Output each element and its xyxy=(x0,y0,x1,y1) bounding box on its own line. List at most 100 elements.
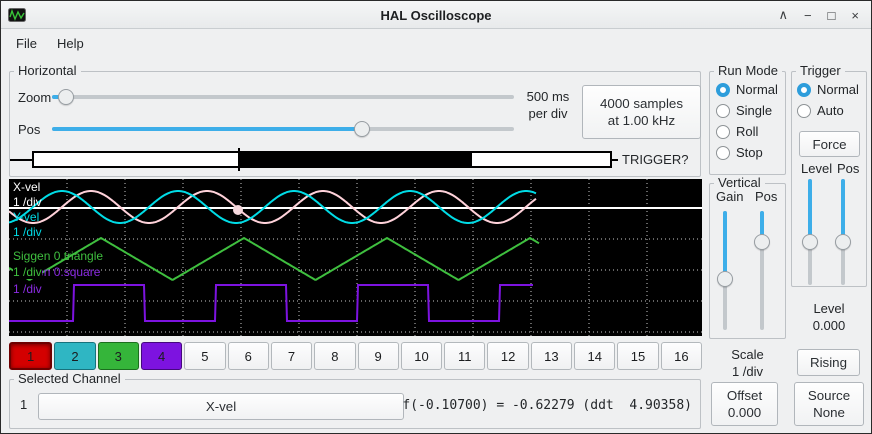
trigger-pos-slider-handle[interactable] xyxy=(835,233,851,250)
vertical-pos-slider-handle[interactable] xyxy=(754,233,770,250)
offset-button[interactable]: Offset 0.000 xyxy=(711,382,778,426)
vertical-group: Vertical Gain Pos xyxy=(709,175,786,339)
title-bar: HAL Oscilloscope ∧ − □ × xyxy=(1,1,871,29)
zoom-slider[interactable] xyxy=(52,88,514,106)
horizontal-group-title: Horizontal xyxy=(14,63,81,78)
zoom-slider-groove xyxy=(52,95,514,99)
vertical-pos-label: Pos xyxy=(755,189,778,204)
app-icon xyxy=(8,6,26,27)
zoom-label: Zoom xyxy=(18,90,52,105)
trigger-group-title: Trigger xyxy=(796,63,845,78)
vertical-pos-slider[interactable] xyxy=(753,211,771,330)
selected-channel-value-readout: f(-0.10700) = -0.62279 (ddt 4.90358) xyxy=(402,398,692,413)
channel-button[interactable]: 16 xyxy=(660,342,702,370)
samples-rate-button[interactable]: 4000 samples at 1.00 kHz xyxy=(582,85,701,139)
trigger-radio-normal[interactable]: Normal xyxy=(797,82,859,97)
radio-icon xyxy=(716,145,730,160)
window-controls: ∧ − □ × xyxy=(778,1,859,29)
trigger-edge-button[interactable]: Rising xyxy=(797,349,860,376)
trigger-pos-slider-groove xyxy=(841,179,845,285)
run-mode-radio-stop[interactable]: Stop xyxy=(716,145,763,160)
radio-icon xyxy=(797,82,811,97)
window-title: HAL Oscilloscope xyxy=(380,7,492,23)
waveform-siggen-triangle-wave xyxy=(8,236,540,281)
channel-button[interactable]: 5 xyxy=(184,342,226,370)
channel-button[interactable]: 14 xyxy=(574,342,616,370)
channel-button[interactable]: 10 xyxy=(400,342,443,370)
scope-canvas xyxy=(8,179,702,336)
channel-button[interactable]: 13 xyxy=(530,342,573,370)
trigger-position-cursor[interactable] xyxy=(238,148,240,171)
gain-slider[interactable] xyxy=(716,211,734,330)
waveform-y-vel-wave xyxy=(8,190,537,224)
vertical-pos-slider-groove xyxy=(760,211,764,330)
trigger-level-slider[interactable] xyxy=(801,179,819,285)
channel-button[interactable]: 7 xyxy=(270,342,313,370)
trigger-level-label: Level xyxy=(801,161,833,176)
gain-slider-groove xyxy=(723,211,727,330)
run-mode-radio-single[interactable]: Single xyxy=(716,103,772,118)
radio-icon xyxy=(716,82,730,97)
run-mode-group-title: Run Mode xyxy=(714,63,782,78)
maximize-icon[interactable]: □ xyxy=(827,7,836,23)
waveform-x-vel-wave xyxy=(8,190,537,224)
channel-button[interactable]: 15 xyxy=(617,342,659,370)
menu-help[interactable]: Help xyxy=(56,35,84,51)
channel-button[interactable]: 4 xyxy=(140,342,183,370)
channel-button[interactable]: 9 xyxy=(357,342,399,370)
waveform-siggen-square-wave xyxy=(9,284,533,322)
scale-readout: Scale 1 /div xyxy=(731,347,764,379)
acquisition-filled-region xyxy=(239,153,472,166)
channel-button[interactable]: 1 xyxy=(9,342,53,370)
trigger-level-slider-groove xyxy=(808,179,812,285)
trigger-radio-auto[interactable]: Auto xyxy=(797,103,844,118)
menu-file[interactable]: File xyxy=(16,35,37,51)
selected-channel-name-button[interactable]: X-vel xyxy=(38,393,404,420)
horizontal-group: Horizontal Zoom 500 ms per div 4000 samp… xyxy=(9,63,701,177)
force-button[interactable]: Force xyxy=(799,131,860,157)
vertical-group-title: Vertical xyxy=(714,175,765,190)
selected-channel-group: Selected Channel 1 X-vel f(-0.10700) = -… xyxy=(9,371,701,429)
pos-label: Pos xyxy=(18,122,41,137)
trigger-level-slider-handle[interactable] xyxy=(802,233,818,250)
channel-button[interactable]: 2 xyxy=(54,342,96,370)
run-mode-radio-roll[interactable]: Roll xyxy=(716,124,758,139)
trigger-pos-label: Pos xyxy=(837,161,860,176)
close-icon[interactable]: × xyxy=(851,7,859,23)
scope-label-channel-name: Y-vel xyxy=(13,210,40,224)
channel-button-row: 1 2 3 4 5 6 7 8 9 10 11 12 13 14 15 16 xyxy=(9,342,702,370)
menu-bar: File Help xyxy=(1,30,871,56)
run-mode-radio-normal[interactable]: Normal xyxy=(716,82,778,97)
scope-label-channel-div: 1 /div xyxy=(13,225,42,239)
selected-channel-group-title: Selected Channel xyxy=(14,371,125,386)
channel-button[interactable]: 12 xyxy=(487,342,529,370)
scope-display: X-vel 1 /div Y-vel 1 /div Siggen 0.trian… xyxy=(8,179,702,336)
trigger-question-label: TRIGGER? xyxy=(622,152,689,167)
trigger-source-button[interactable]: Source None xyxy=(794,382,864,426)
minimize-icon[interactable]: − xyxy=(803,7,812,23)
pos-slider-groove xyxy=(52,127,514,131)
scope-label-channel-div: 1 /div xyxy=(13,265,42,279)
scope-label-channel-name: X-vel xyxy=(13,180,41,194)
run-mode-group: Run Mode Normal Single Roll Stop xyxy=(709,63,786,175)
radio-icon xyxy=(716,124,730,139)
gain-label: Gain xyxy=(716,189,744,204)
radio-icon xyxy=(797,103,811,118)
channel-button[interactable]: 6 xyxy=(227,342,269,370)
per-div-readout: 500 ms per div xyxy=(526,89,570,121)
pos-slider[interactable] xyxy=(52,120,514,138)
scope-label-channel-div: 1 /div xyxy=(13,195,42,209)
trigger-level-readout: Level 0.000 xyxy=(812,301,846,333)
trigger-marker-dot[interactable] xyxy=(233,205,243,215)
gain-slider-handle[interactable] xyxy=(717,270,733,287)
channel-button[interactable]: 3 xyxy=(97,342,139,370)
shade-icon[interactable]: ∧ xyxy=(778,7,788,22)
scope-label-channel-div: 1 /div xyxy=(13,282,42,296)
trigger-pos-slider[interactable] xyxy=(834,179,852,285)
trigger-group: Trigger Normal Auto Force Level Pos xyxy=(791,63,867,287)
zoom-slider-handle[interactable] xyxy=(57,89,74,105)
pos-slider-handle[interactable] xyxy=(353,121,370,137)
channel-button[interactable]: 8 xyxy=(314,342,356,370)
channel-button[interactable]: 11 xyxy=(444,342,486,370)
